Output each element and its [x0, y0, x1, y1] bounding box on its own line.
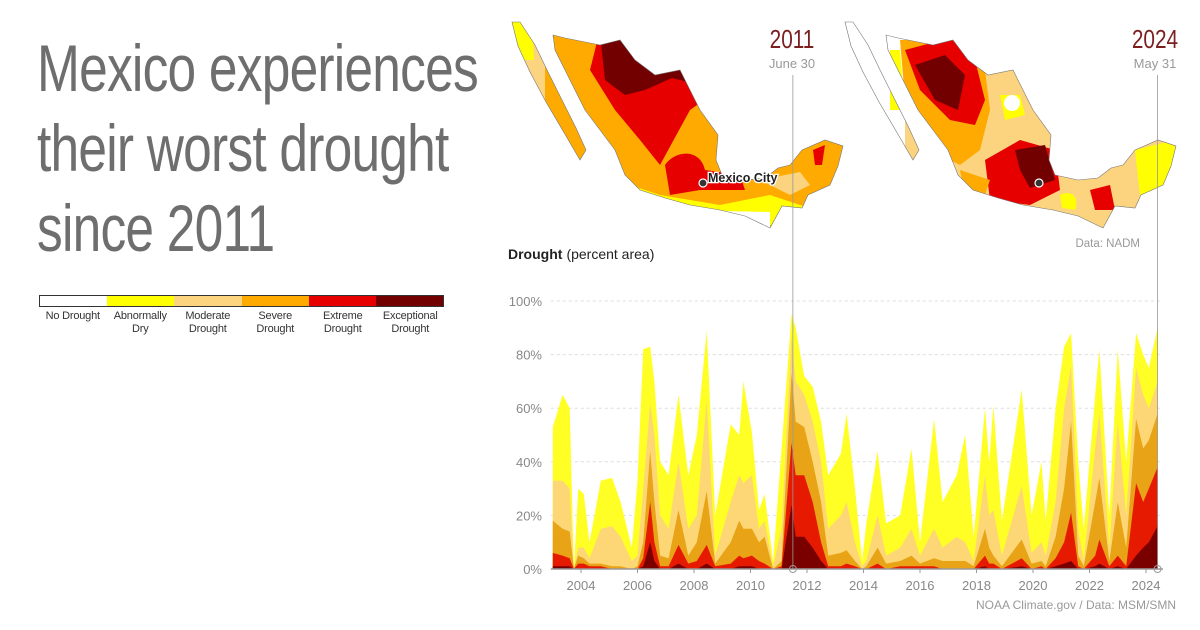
map-year-2024: 2024: [1132, 25, 1178, 54]
y-tick-label: 0%: [523, 562, 542, 577]
map-2024: 2024 May 31 Data: NADM: [844, 21, 1178, 250]
y-tick-label: 60%: [516, 401, 542, 416]
page-title: Mexico experiences their worst drought s…: [37, 31, 479, 265]
map-fill-extreme: [813, 145, 825, 165]
x-tick-label: 2018: [962, 578, 991, 593]
legend-swatch-d4: [375, 296, 444, 306]
chart-credit: NOAA Climate.gov / Data: MSM/SMN: [976, 598, 1176, 612]
x-tick-label: 2020: [1019, 578, 1048, 593]
y-tick-label: 40%: [516, 455, 542, 470]
marker-circle: [1153, 565, 1162, 573]
map-year-2011: 2011: [770, 25, 815, 54]
legend-swatch-d1: [174, 296, 242, 306]
chart-areas: [552, 314, 1158, 569]
map-fill-none: [1004, 95, 1020, 111]
x-tick-label: 2004: [567, 578, 596, 593]
map-fill-none: [670, 210, 770, 228]
legend-label: Extreme Drought: [322, 310, 363, 335]
legend-label: No Drought: [45, 310, 100, 322]
y-tick-label: 20%: [516, 508, 542, 523]
legend-label: Severe Drought: [256, 310, 295, 335]
chart-axes: 0% 20% 40% 60% 80% 100% 2004 2006 2008 2010 2012 20…: [509, 75, 1163, 593]
map-fill-exceptional: [1015, 145, 1055, 188]
legend-swatch-d2: [241, 296, 309, 306]
map-date-2024: May 31: [1134, 56, 1177, 71]
map-source: Data: NADM: [1075, 238, 1140, 250]
legend-label: Moderate Drought: [185, 310, 231, 335]
y-tick-label: 80%: [516, 348, 542, 363]
chart-title: Drought (percent area): [508, 246, 654, 262]
legend-color-bar: [39, 295, 444, 307]
map-fill-dry: [512, 22, 534, 60]
x-tick-label: 2016: [906, 578, 935, 593]
x-tick-label: 2024: [1132, 578, 1161, 593]
chart-title-bold: Drought: [508, 246, 563, 262]
map-fill-moderate: [760, 172, 810, 195]
map-fill-extreme: [1090, 185, 1115, 210]
map-fill-extreme: [665, 153, 745, 195]
mexico-city-marker: [1034, 178, 1044, 188]
area-severe-drought: [552, 373, 1158, 569]
map-date-2011: June 30: [769, 56, 815, 71]
area-extreme-drought: [552, 443, 1158, 569]
drought-legend: No Drought Abnormally Dry Moderate Droug…: [39, 295, 444, 336]
mexico-city-label: Mexico City: [708, 171, 778, 185]
x-tick-label: 2008: [680, 578, 709, 593]
x-tick-label: 2010: [736, 578, 765, 593]
legend-label: Exceptional Drought: [382, 310, 438, 335]
map-fill-dry: [1060, 193, 1077, 210]
map-2011: Mexico City 2011 June 30: [511, 21, 844, 229]
mexico-city-marker: [698, 178, 708, 188]
x-tick-label: 2014: [849, 578, 878, 593]
map-fill-exceptional: [915, 55, 965, 110]
legend-swatch-none: [40, 296, 108, 306]
marker-circle: [788, 565, 797, 573]
chart-title-rest: (percent area): [566, 246, 654, 262]
x-tick-label: 2022: [1075, 578, 1104, 593]
x-tick-label: 2012: [793, 578, 822, 593]
legend-label: Abnormally Dry: [113, 310, 167, 335]
legend-swatch-d3: [308, 296, 376, 306]
legend-swatch-d0: [107, 296, 175, 306]
y-tick-label: 100%: [509, 294, 543, 309]
x-tick-label: 2006: [623, 578, 652, 593]
